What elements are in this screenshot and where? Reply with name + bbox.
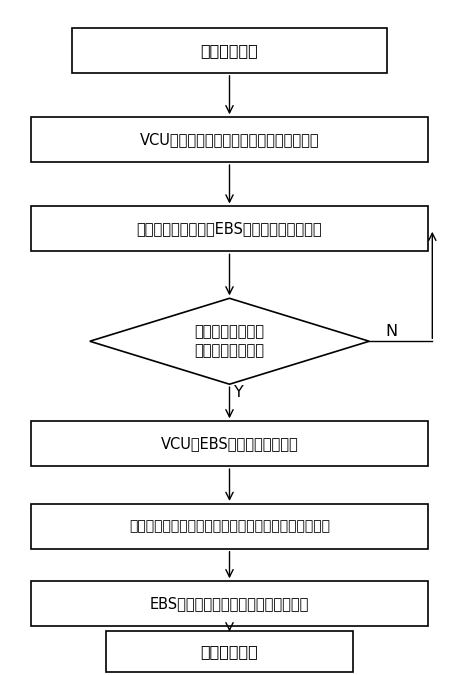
Text: 仿真制动测试系统向EBS发送无制动请求报文: 仿真制动测试系统向EBS发送无制动请求报文 (137, 221, 322, 236)
Bar (31, 504, 428, 549)
Text: EBS根据有制动请求报文执行制动操作: EBS根据有制动请求报文执行制动操作 (150, 596, 309, 611)
Text: N: N (385, 324, 397, 339)
Bar (31, 421, 428, 466)
Text: 车辆与停车目标点
距离满足距离阈值: 车辆与停车目标点 距离满足距离阈值 (195, 324, 264, 358)
Text: 完成自动泊车: 完成自动泊车 (201, 645, 258, 659)
Bar (106, 631, 353, 672)
Text: VCU向仿真制动测试系统发送自动泊车指令: VCU向仿真制动测试系统发送自动泊车指令 (140, 132, 319, 147)
Text: 仿真制动测试系统切换报文模式并发送有制动请求报文: 仿真制动测试系统切换报文模式并发送有制动请求报文 (129, 519, 330, 533)
Bar (31, 581, 428, 626)
Text: 进入泊车模式: 进入泊车模式 (201, 43, 258, 58)
Text: VCU向EBS发送泊车制动请求: VCU向EBS发送泊车制动请求 (161, 436, 298, 451)
Bar (31, 117, 428, 162)
Bar (31, 207, 428, 251)
Text: Y: Y (234, 385, 244, 400)
Polygon shape (90, 298, 369, 384)
Bar (72, 28, 387, 73)
